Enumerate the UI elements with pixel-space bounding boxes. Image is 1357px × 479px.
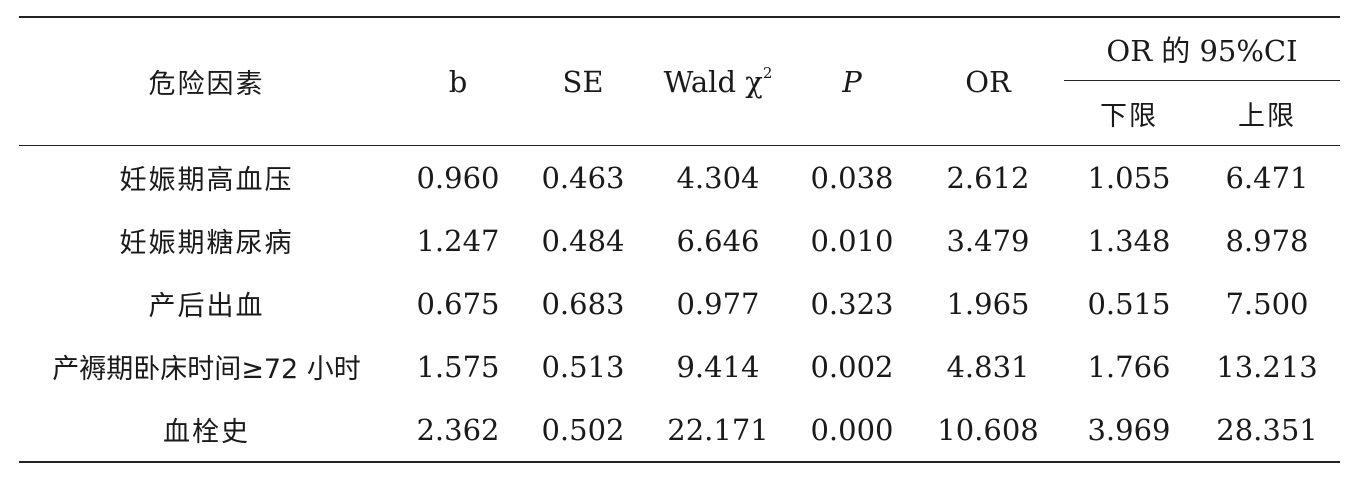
cell-ci-lower: 1.348 — [1087, 223, 1171, 258]
cell-se: 0.484 — [541, 223, 625, 258]
cell-p: 0.038 — [810, 160, 894, 195]
header-ci-lower: 下限 — [1064, 80, 1194, 146]
cell-b: 2.362 — [394, 398, 522, 463]
cell-ci-lower: 1.055 — [1087, 160, 1171, 195]
header-p-label: P — [842, 64, 862, 99]
cell-factor: 血栓史 — [19, 398, 394, 463]
header-or-95ci: OR 的 95%CI — [1064, 16, 1340, 81]
cell-se: 0.463 — [541, 160, 625, 195]
risk-factor-table: 危险因素 b SE Wald χ2 P OR OR 的 95%CI 下限 上限 … — [19, 16, 1340, 463]
cell-wald: 0.977 — [676, 286, 760, 321]
cell-wald: 4.304 — [676, 160, 760, 195]
cell-wald: 9.414 — [676, 349, 760, 384]
cell-ci-lower: 1.766 — [1087, 349, 1171, 384]
cell-factor: 产后出血 — [148, 291, 265, 322]
header-wald: Wald χ2 — [644, 16, 792, 146]
cell-p: 0.323 — [810, 286, 894, 321]
cell-factor: 产褥期卧床时间≥72 小时 — [52, 354, 361, 385]
cell-b: 1.247 — [416, 223, 500, 258]
cell-or: 4.831 — [946, 349, 1030, 384]
cell-p: 0.000 — [792, 398, 912, 463]
header-se: SE — [522, 16, 644, 146]
cell-ci-lower: 0.515 — [1087, 286, 1171, 321]
cell-ci-upper: 7.500 — [1225, 286, 1309, 321]
header-wald-superscript: 2 — [762, 63, 773, 82]
cell-b: 0.960 — [416, 160, 500, 195]
header-b: b — [394, 16, 522, 146]
cell-ci-lower: 3.969 — [1064, 398, 1194, 463]
cell-or: 1.965 — [946, 286, 1030, 321]
cell-factor: 妊娠期糖尿病 — [119, 228, 294, 259]
cell-p: 0.002 — [810, 349, 894, 384]
cell-b: 0.675 — [416, 286, 500, 321]
cell-factor: 妊娠期高血压 — [119, 165, 294, 196]
cell-se: 0.683 — [541, 286, 625, 321]
cell-or: 3.479 — [946, 223, 1030, 258]
cell-se: 0.513 — [541, 349, 625, 384]
cell-ci-upper: 28.351 — [1194, 398, 1340, 463]
table-row: 产后出血 0.675 0.683 0.977 0.323 1.965 0.515… — [19, 272, 1340, 335]
header-p: P — [792, 16, 912, 146]
cell-or: 10.608 — [912, 398, 1064, 463]
table-row: 妊娠期高血压 0.960 0.463 4.304 0.038 2.612 1.0… — [19, 146, 1340, 210]
cell-se: 0.502 — [522, 398, 644, 463]
table-row: 产褥期卧床时间≥72 小时 1.575 0.513 9.414 0.002 4.… — [19, 335, 1340, 398]
cell-wald: 22.171 — [644, 398, 792, 463]
cell-ci-upper: 8.978 — [1225, 223, 1309, 258]
header-ci-upper: 上限 — [1194, 80, 1340, 146]
cell-ci-upper: 6.471 — [1225, 160, 1309, 195]
table-row: 妊娠期糖尿病 1.247 0.484 6.646 0.010 3.479 1.3… — [19, 209, 1340, 272]
cell-b: 1.575 — [416, 349, 500, 384]
header-wald-label: Wald χ — [663, 64, 763, 99]
table-row: 血栓史 2.362 0.502 22.171 0.000 10.608 3.96… — [19, 398, 1340, 463]
cell-wald: 6.646 — [676, 223, 760, 258]
cell-p: 0.010 — [810, 223, 894, 258]
header-or: OR — [912, 16, 1064, 146]
cell-or: 2.612 — [946, 160, 1030, 195]
cell-ci-upper: 13.213 — [1216, 349, 1318, 384]
header-risk-factor: 危险因素 — [19, 16, 394, 146]
